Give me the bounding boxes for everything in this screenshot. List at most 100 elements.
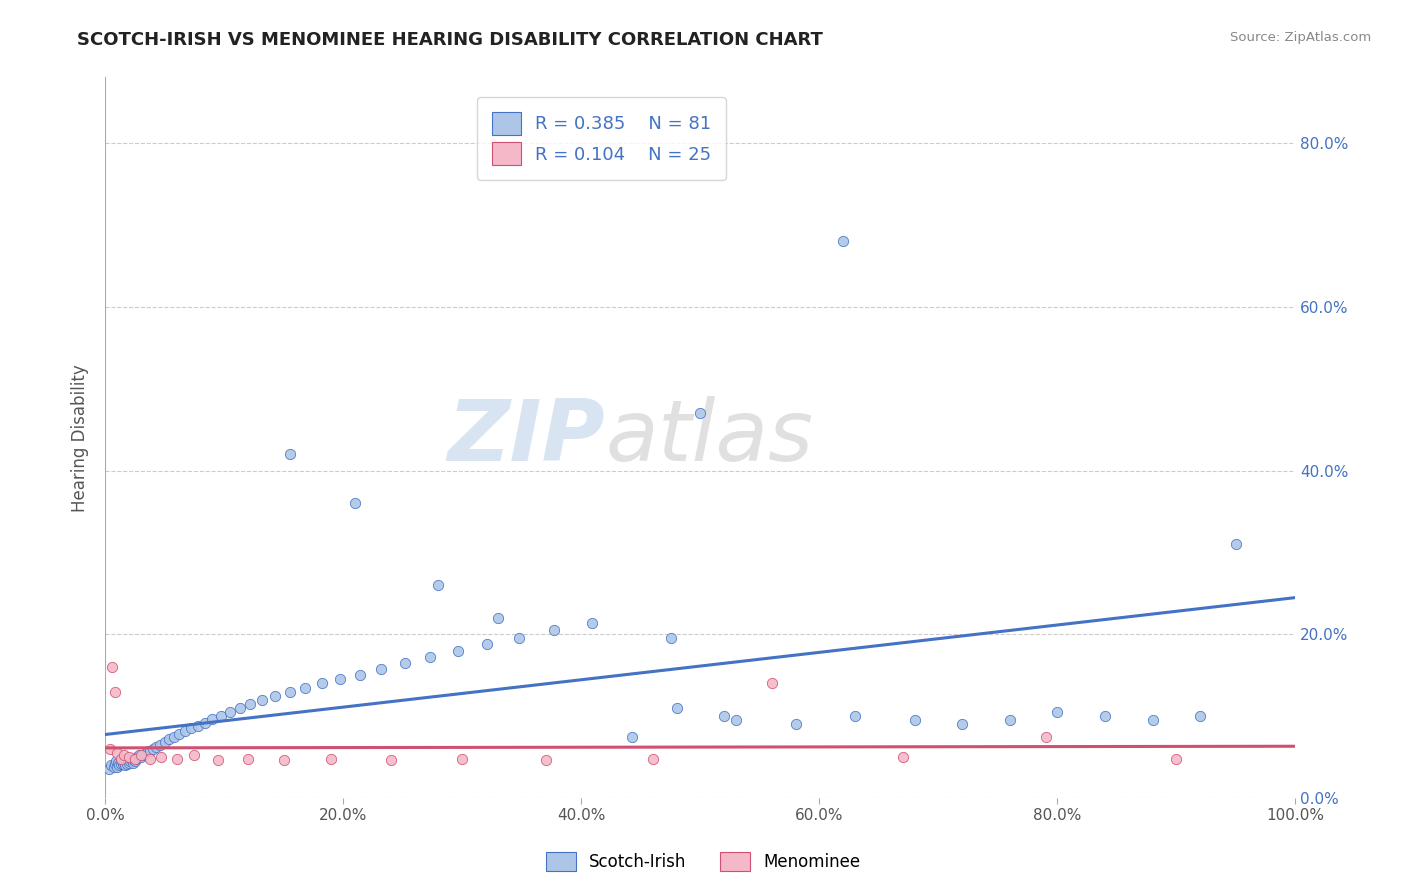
Point: [419, 650, 441, 665]
Point: [486, 611, 509, 625]
Point: [117, 753, 139, 767]
Point: [124, 752, 146, 766]
Point: [236, 752, 259, 766]
Point: [201, 713, 224, 727]
Point: [209, 709, 232, 723]
Legend: R = 0.385    N = 81, R = 0.104    N = 25: R = 0.385 N = 81, R = 0.104 N = 25: [477, 97, 725, 180]
Point: [451, 752, 474, 766]
Point: [142, 742, 165, 756]
Point: [174, 723, 197, 738]
Point: [153, 735, 176, 749]
Point: [128, 748, 150, 763]
Point: [761, 676, 783, 690]
Point: [998, 713, 1021, 727]
Point: [163, 730, 186, 744]
Text: Source: ZipAtlas.com: Source: ZipAtlas.com: [1230, 31, 1371, 45]
Text: SCOTCH-IRISH VS MENOMINEE HEARING DISABILITY CORRELATION CHART: SCOTCH-IRISH VS MENOMINEE HEARING DISABI…: [77, 31, 823, 49]
Point: [844, 709, 866, 723]
Point: [127, 750, 149, 764]
Point: [135, 746, 157, 760]
Point: [139, 743, 162, 757]
Point: [167, 727, 190, 741]
Point: [1225, 537, 1247, 551]
Point: [120, 752, 142, 766]
Point: [111, 754, 134, 768]
Point: [321, 752, 343, 766]
Point: [832, 234, 855, 248]
Point: [903, 713, 925, 727]
Point: [104, 754, 127, 768]
Point: [1166, 752, 1188, 766]
Point: [110, 752, 132, 766]
Point: [124, 754, 146, 768]
Point: [446, 643, 468, 657]
Point: [118, 750, 141, 764]
Point: [180, 722, 202, 736]
Point: [950, 717, 973, 731]
Point: [278, 684, 301, 698]
Point: [1035, 730, 1057, 744]
Point: [101, 660, 124, 674]
Point: [150, 750, 173, 764]
Point: [120, 754, 142, 768]
Point: [149, 738, 172, 752]
Legend: Scotch-Irish, Menominee: Scotch-Irish, Menominee: [537, 843, 869, 880]
Point: [1142, 713, 1164, 727]
Point: [97, 763, 120, 777]
Point: [665, 701, 688, 715]
Point: [114, 758, 136, 772]
Point: [107, 756, 129, 770]
Point: [1189, 709, 1212, 723]
Point: [689, 406, 711, 420]
Y-axis label: Hearing Disability: Hearing Disability: [72, 364, 89, 512]
Point: [103, 760, 125, 774]
Point: [349, 668, 371, 682]
Point: [534, 753, 557, 767]
Point: [129, 748, 152, 763]
Point: [508, 631, 530, 645]
Point: [725, 713, 748, 727]
Point: [159, 732, 181, 747]
Point: [380, 753, 402, 767]
Point: [118, 756, 141, 770]
Point: [477, 637, 499, 651]
Point: [713, 709, 735, 723]
Point: [370, 662, 392, 676]
Point: [125, 752, 148, 766]
Text: atlas: atlas: [605, 396, 813, 479]
Point: [129, 750, 152, 764]
Point: [136, 744, 159, 758]
Point: [621, 730, 644, 744]
Point: [110, 756, 132, 771]
Text: ZIP: ZIP: [447, 396, 605, 479]
Point: [166, 752, 188, 766]
Point: [98, 742, 121, 756]
Point: [311, 676, 333, 690]
Point: [145, 740, 167, 755]
Point: [121, 756, 143, 770]
Point: [294, 681, 316, 695]
Point: [1094, 709, 1116, 723]
Point: [187, 719, 209, 733]
Point: [239, 697, 262, 711]
Point: [112, 748, 135, 763]
Point: [344, 496, 367, 510]
Point: [219, 705, 242, 719]
Point: [112, 757, 135, 772]
Point: [104, 684, 127, 698]
Point: [100, 758, 122, 772]
Point: [105, 746, 128, 760]
Point: [581, 615, 603, 630]
Point: [891, 750, 914, 764]
Point: [104, 756, 127, 771]
Point: [183, 748, 205, 763]
Point: [641, 752, 664, 766]
Point: [105, 760, 128, 774]
Point: [207, 753, 229, 767]
Point: [329, 673, 352, 687]
Point: [252, 693, 274, 707]
Point: [112, 755, 135, 769]
Point: [194, 715, 217, 730]
Point: [228, 701, 250, 715]
Point: [122, 753, 145, 767]
